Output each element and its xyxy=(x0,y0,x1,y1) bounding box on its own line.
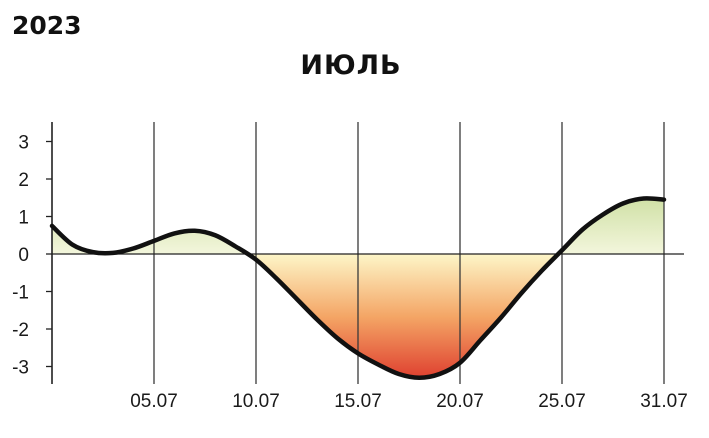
y-tick-label: -3 xyxy=(12,358,29,379)
x-tick-label: 10.07 xyxy=(232,391,280,412)
y-tick-label: -1 xyxy=(12,283,29,304)
x-tick-label: 20.07 xyxy=(436,391,484,412)
y-tick-label: 3 xyxy=(18,133,29,154)
x-tick-label: 05.07 xyxy=(130,391,178,412)
x-tick-labels: 05.07 10.07 15.07 20.07 25.07 31.07 xyxy=(130,391,688,412)
x-tick-label: 25.07 xyxy=(538,391,586,412)
y-tick-labels: 3 2 1 0 -1 -2 -3 xyxy=(12,133,29,379)
positive-area-fill xyxy=(52,198,664,254)
y-tick-label: 1 xyxy=(18,208,29,229)
year-label: 2023 xyxy=(12,11,82,40)
y-tick-label: -2 xyxy=(12,320,29,341)
x-tick-label: 31.07 xyxy=(640,391,688,412)
y-tick-label: 2 xyxy=(18,170,29,191)
axes xyxy=(46,122,684,384)
series-line xyxy=(49,196,667,380)
x-tick-label: 15.07 xyxy=(334,391,382,412)
chart-title: ИЮЛЬ xyxy=(300,50,401,81)
series-line-layer xyxy=(49,196,667,380)
y-tick-label: 0 xyxy=(18,245,29,266)
